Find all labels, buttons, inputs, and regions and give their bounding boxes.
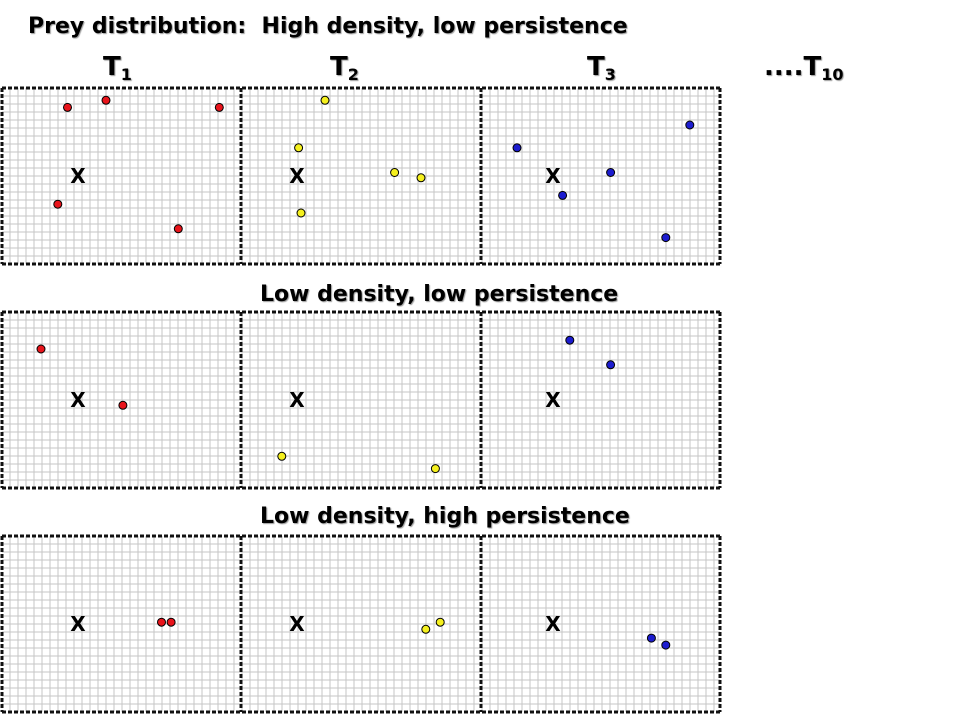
- predator-x-mark: X: [289, 388, 305, 412]
- predator-x-mark: X: [289, 164, 305, 188]
- time-label-subscript: 1: [120, 65, 132, 84]
- time-label-letter: T: [103, 52, 121, 82]
- prey-dot: [435, 617, 445, 627]
- predator-x-mark: X: [545, 612, 561, 636]
- prey-dot: [646, 633, 656, 643]
- predator-x-mark: X: [545, 388, 561, 412]
- grid-lines: [2, 536, 720, 712]
- prey-dot: [606, 360, 616, 370]
- prey-dot: [421, 624, 431, 634]
- prey-dot: [606, 168, 616, 177]
- predator-x-mark: X: [289, 612, 305, 636]
- time-label-t1: T1: [103, 52, 132, 84]
- time-label-t10: ....T10: [764, 52, 844, 84]
- row-caption-low-density-high-persistence: Low density, high persistence: [260, 504, 630, 529]
- time-label-letter: T: [330, 52, 348, 82]
- prey-dot: [294, 143, 304, 153]
- time-label-letter: T: [587, 52, 605, 82]
- prey-dot: [416, 173, 426, 183]
- prey-dot: [53, 199, 63, 209]
- time-label-t2: T2: [330, 52, 359, 84]
- prey-dot: [558, 190, 568, 200]
- diagram-title: Prey distribution: High density, low per…: [28, 14, 628, 39]
- prey-dot: [101, 95, 111, 105]
- prey-dot: [390, 168, 400, 177]
- prey-dot: [565, 335, 575, 345]
- predator-x-mark: X: [70, 164, 86, 188]
- prey-dot: [512, 143, 522, 153]
- prey-dot: [36, 344, 46, 354]
- prey-dot: [173, 224, 183, 234]
- prey-dot: [157, 617, 166, 627]
- prey-dot: [661, 640, 671, 650]
- prey-dot: [296, 208, 306, 218]
- prey-dot: [430, 464, 440, 474]
- prey-dot: [661, 233, 671, 243]
- row-caption-low-density-low-persistence: Low density, low persistence: [260, 282, 619, 307]
- prey-dot: [118, 400, 128, 410]
- predator-x-mark: X: [70, 388, 86, 412]
- time-label-subscript: 3: [604, 65, 616, 84]
- time-label-letter: ....T: [764, 52, 822, 82]
- prey-dot: [166, 617, 176, 627]
- time-label-subscript: 10: [821, 65, 844, 84]
- prey-dot: [63, 102, 72, 112]
- prey-dot: [214, 102, 224, 112]
- time-label-subscript: 2: [347, 65, 359, 84]
- prey-dot: [277, 451, 287, 461]
- time-label-t3: T3: [587, 52, 616, 84]
- grid-lines: [2, 88, 720, 264]
- grid-lines: [2, 312, 720, 488]
- predator-x-mark: X: [545, 164, 561, 188]
- prey-dot: [320, 95, 330, 105]
- prey-dot: [685, 120, 695, 130]
- predator-x-mark: X: [70, 612, 86, 636]
